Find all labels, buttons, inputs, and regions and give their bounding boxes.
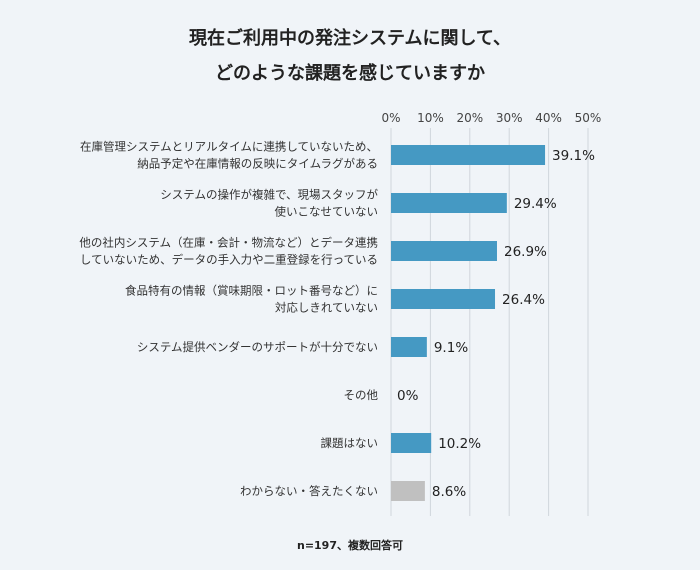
category-label: 使いこなせていない — [275, 205, 379, 219]
x-tick-label: 0% — [381, 111, 400, 125]
category-label: 対応しきれていない — [275, 301, 378, 315]
category-label: 課題はない — [321, 436, 379, 450]
category-label: その他 — [344, 388, 379, 402]
x-tick-label: 50% — [575, 111, 602, 125]
x-tick-label: 10% — [417, 111, 444, 125]
category-label: していないため、データの手入力や二重登録を行っている — [80, 253, 378, 267]
bar — [391, 481, 425, 501]
data-label: 10.2% — [438, 436, 481, 452]
data-label: 26.9% — [504, 244, 547, 260]
data-label: 9.1% — [434, 340, 468, 356]
category-label: 他の社内システム（在庫・会計・物流など）とデータ連携 — [79, 236, 378, 250]
chart-title-line-2: どのような課題を感じていますか — [215, 63, 485, 84]
x-tick-label: 20% — [456, 111, 483, 125]
data-label: 8.6% — [432, 484, 466, 500]
bar — [391, 241, 497, 261]
category-label: 納品予定や在庫情報の反映にタイムラグがある — [137, 157, 378, 171]
data-label: 0% — [397, 388, 419, 404]
category-label: 在庫管理システムとリアルタイムに連携していないため、 — [80, 140, 378, 154]
chart-title-line-1: 現在ご利用中の発注システムに関して、 — [188, 28, 512, 49]
x-tick-label: 30% — [496, 111, 523, 125]
bar — [391, 145, 546, 165]
bar — [391, 433, 432, 453]
data-label: 29.4% — [514, 196, 557, 212]
category-label: 食品特有の情報（賞味期限・ロット番号など）に — [125, 284, 378, 298]
data-label: 26.4% — [502, 292, 545, 308]
chart-note: n=197、複数回答可 — [296, 539, 403, 552]
bar — [391, 337, 427, 357]
category-label: わからない・答えたくない — [240, 484, 378, 498]
category-label: システム提供ベンダーのサポートが十分でない — [137, 340, 378, 354]
x-tick-label: 40% — [535, 111, 562, 125]
data-label: 39.1% — [552, 148, 595, 164]
bar — [391, 289, 496, 309]
category-label: システムの操作が複雑で、現場スタッフが — [160, 188, 378, 202]
bar — [391, 193, 507, 213]
